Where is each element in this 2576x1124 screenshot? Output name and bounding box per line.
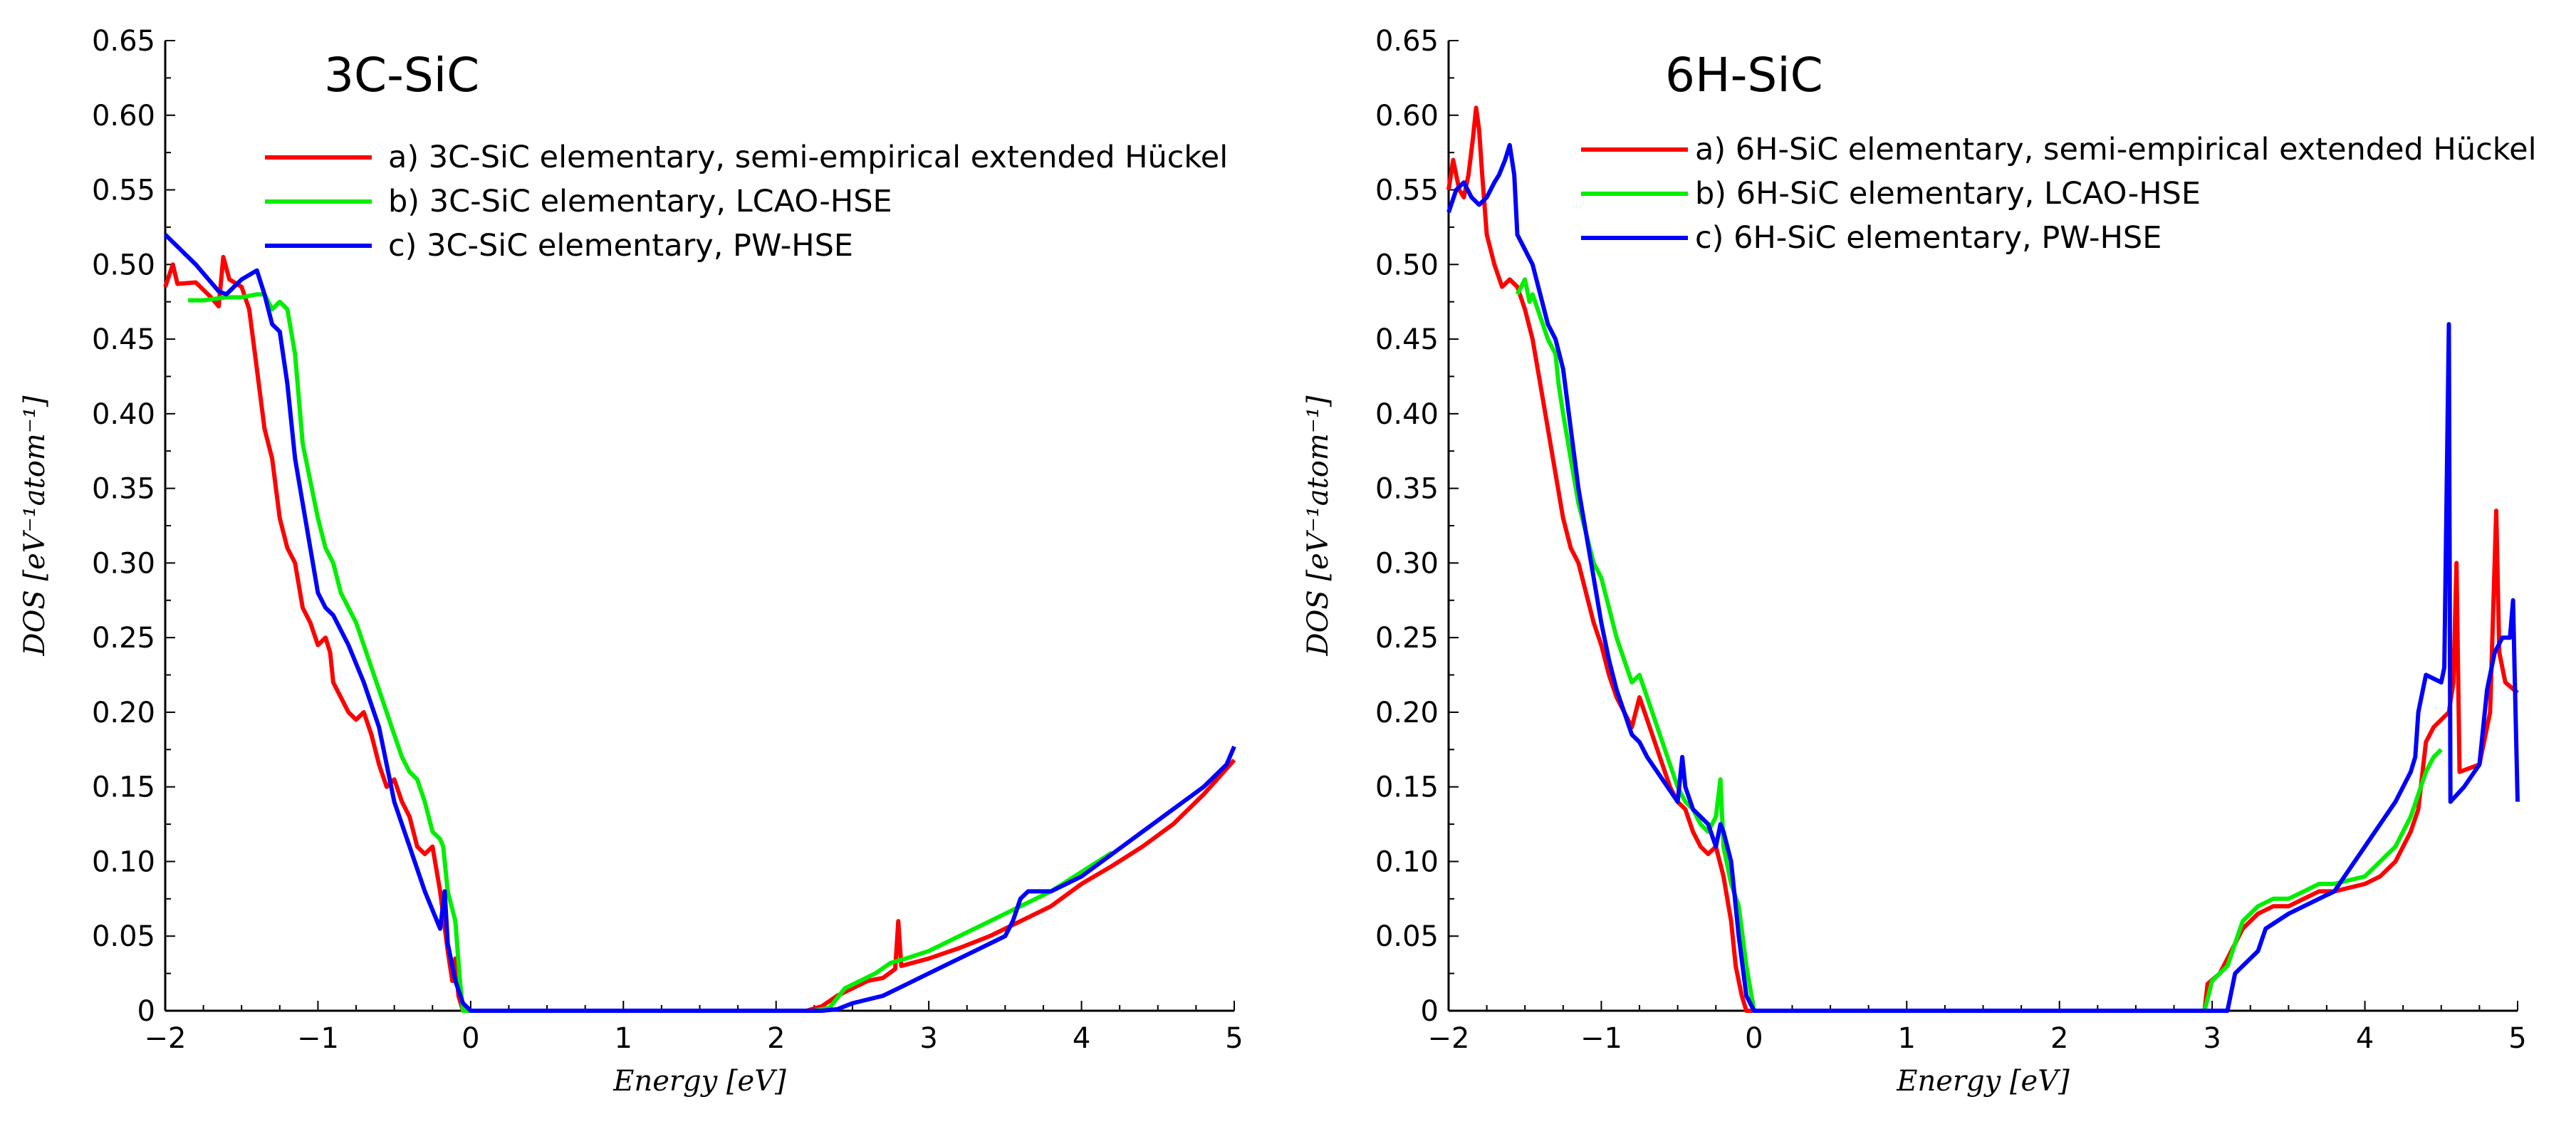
chart-1-legend-label-b: b) 3C-SiC elementary, LCAO-HSE — [388, 184, 892, 219]
chart-2-x-tick-label: 4 — [2356, 1022, 2374, 1055]
chart-1-y-tick-label: 0.20 — [92, 697, 155, 729]
chart-2-legend-label-c: c) 6H-SiC elementary, PW-HSE — [1695, 220, 2162, 256]
chart-1-y-tick-label: 0.50 — [92, 249, 155, 281]
chart-1-series-c-line — [163, 233, 1236, 1013]
chart-1-x-tick-label: 0 — [462, 1022, 479, 1055]
chart-1-x-tick-label: 4 — [1073, 1022, 1090, 1055]
chart-1-x-tick-label: −1 — [297, 1022, 339, 1055]
chart-2-y-tick-label: 0.35 — [1375, 473, 1439, 506]
chart-2-series-b-line — [1515, 277, 2443, 1013]
chart-1-x-tick-label: −2 — [145, 1022, 187, 1055]
chart-1-y-tick-label: 0.05 — [92, 920, 155, 953]
chart-2-legend-label-a: a) 6H-SiC elementary, semi-empirical ext… — [1695, 132, 2537, 167]
chart-2-x-tick-label: 2 — [2050, 1022, 2068, 1055]
chart-2-x-tick-label: −1 — [1580, 1022, 1622, 1055]
chart-2-y-tick-label: 0.40 — [1375, 398, 1439, 431]
chart-2-x-tick-label: 5 — [2508, 1022, 2526, 1055]
chart-1-series-b-line — [188, 292, 1114, 1013]
chart-1-y-tick-label: 0.10 — [92, 845, 155, 878]
chart-1-y-tick-label: 0.40 — [92, 398, 155, 431]
chart-1-y-tick-label: 0.45 — [92, 323, 155, 356]
chart-2-x-tick-label: −2 — [1428, 1022, 1470, 1055]
chart-1-x-tick-label: 5 — [1225, 1022, 1243, 1055]
chart-2-y-tick-label: 0.60 — [1375, 100, 1439, 132]
chart-2-y-tick-label: 0.30 — [1375, 547, 1439, 580]
chart-2-legend-label-b: b) 6H-SiC elementary, LCAO-HSE — [1695, 176, 2201, 212]
chart-2-title: 6H-SiC — [1665, 48, 1823, 103]
chart-2-x-tick-label: 1 — [1898, 1022, 1916, 1055]
chart-1-x-tick-label: 3 — [919, 1022, 937, 1055]
chart-2-y-tick-label: 0 — [1421, 995, 1439, 1028]
chart-1-y-tick-label: 0.15 — [92, 771, 155, 804]
chart-1-y-tick-label: 0.55 — [92, 175, 155, 207]
chart-1-y-tick-label: 0.60 — [92, 100, 155, 132]
chart-2-y-tick-label: 0.50 — [1375, 249, 1439, 281]
chart-1-legend-label-a: a) 3C-SiC elementary, semi-empirical ext… — [388, 140, 1228, 175]
chart-2-y-tick-label: 0.15 — [1375, 771, 1439, 804]
chart-2-x-tick-label: 0 — [1745, 1022, 1763, 1055]
chart-2-y-tick-label: 0.25 — [1375, 622, 1439, 655]
chart-2-y-tick-label: 0.55 — [1375, 175, 1439, 207]
chart-2-y-tick-label: 0.65 — [1375, 25, 1439, 58]
chart-1-x-tick-label: 2 — [767, 1022, 785, 1055]
chart-2-x-axis-label: Energy [eV] — [1896, 1065, 2070, 1098]
chart-1-x-tick-label: 1 — [615, 1022, 632, 1055]
chart-1-y-tick-label: 0 — [137, 995, 155, 1028]
chart-1-y-tick-label: 0.30 — [92, 547, 155, 580]
chart-2-y-axis-label: DOS [eV⁻¹atom⁻¹] — [1302, 395, 1335, 656]
chart-2-y-tick-label: 0.05 — [1375, 920, 1439, 953]
chart-2-y-tick-label: 0.10 — [1375, 845, 1439, 878]
chart-1-y-tick-label: 0.25 — [92, 622, 155, 655]
chart-2-y-tick-label: 0.45 — [1375, 323, 1439, 356]
chart-1-y-tick-label: 0.35 — [92, 473, 155, 506]
chart-2-y-tick-label: 0.20 — [1375, 697, 1439, 729]
chart-2-x-tick-label: 3 — [2203, 1022, 2221, 1055]
chart-1-y-tick-label: 0.65 — [92, 25, 155, 58]
chart-1-series-a-line — [163, 254, 1236, 1013]
chart-1-x-axis-label: Energy [eV] — [612, 1065, 786, 1098]
chart-1-title: 3C-SiC — [324, 48, 479, 103]
chart-1-legend-label-c: c) 3C-SiC elementary, PW-HSE — [388, 228, 853, 264]
chart-2-series-a-line — [1446, 105, 2519, 1013]
chart-2-series-c-line — [1446, 142, 2520, 1013]
chart-1-y-axis-label: DOS [eV⁻¹atom⁻¹] — [19, 395, 51, 656]
